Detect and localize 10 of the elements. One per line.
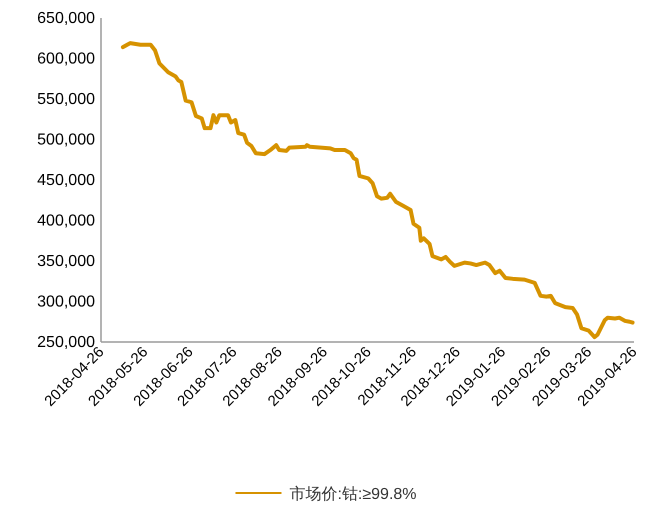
y-tick-label: 550,000 <box>37 91 96 108</box>
y-tick-label: 450,000 <box>37 172 96 190</box>
y-tick-label: 650,000 <box>37 10 96 28</box>
y-tick-label: 300,000 <box>37 294 96 311</box>
legend-label: 市场价:钴:≥99.8% <box>289 485 417 503</box>
line-series <box>120 41 635 340</box>
y-tick-label: 500,000 <box>37 132 96 149</box>
y-tick-label: 350,000 <box>37 253 96 270</box>
y-tick-label: 400,000 <box>37 212 96 230</box>
y-tick-label: 600,000 <box>37 50 96 68</box>
